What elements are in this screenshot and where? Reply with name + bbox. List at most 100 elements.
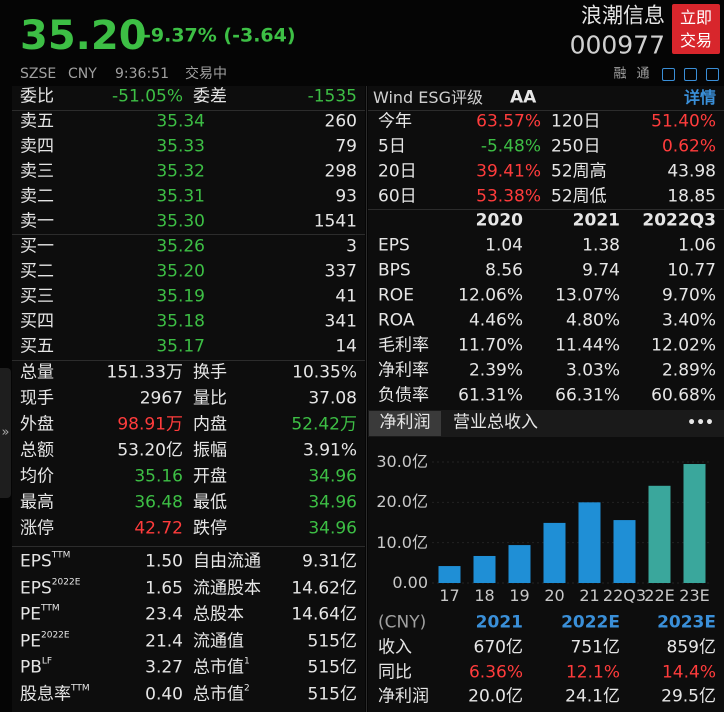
cell: 859亿 [666,637,716,658]
tab[interactable]: 净利润 [379,412,431,433]
field-value: 51.40% [651,111,716,132]
cell: 2.89% [661,360,716,381]
field-label: 跌停 [193,518,227,539]
cell: 1.06 [678,235,716,256]
x-tick-label: 19 [509,586,530,605]
tab[interactable]: 营业总收入 [453,412,538,433]
price: 35.20 [20,13,147,59]
y-tick-label: 30.0亿 [376,452,428,471]
field-label: 最高 [20,492,54,513]
toolbar-icon[interactable] [684,68,697,81]
cell: 2.39% [468,360,523,381]
ask-volume: 79 [335,136,357,157]
field-label: 股息率TTM [20,683,90,705]
field-value: -5.48% [480,136,541,157]
label-sup: 2022E [41,630,70,641]
bid-volume: 14 [335,336,357,357]
field-value: 35.16 [134,466,183,487]
field-value: 34.96 [308,492,357,513]
field-value: 14.64亿 [291,604,357,625]
label-sup: TTM [51,550,71,561]
field-value: 0.40 [145,684,183,705]
field-label: 均价 [20,466,54,487]
label-text: 流通值 [193,631,244,652]
label-sup: 2022E [51,577,81,588]
field-value: 98.91万 [117,414,183,435]
x-tick-label: 21 [579,586,600,605]
toolbar-icon[interactable] [706,68,719,81]
label-sup: TTM [71,683,90,694]
y-tick-label: 20.0亿 [376,492,428,512]
field-label: 自由流通 [193,553,261,571]
field-value: 34.96 [308,466,357,487]
ask-volume: 1541 [313,211,357,232]
field-value: 515亿 [307,657,357,678]
x-tick-label: 23E [679,586,710,605]
field-value: 39.41% [476,161,541,182]
field-label: 52周低 [551,186,607,207]
x-tick-label: 22E [644,586,675,605]
cell: 1.38 [582,235,620,256]
cell: 29.5亿 [661,686,716,707]
label-sup: 1 [244,656,250,667]
field-label: 振幅 [193,440,227,461]
bid-label: 买四 [20,311,54,332]
esg-link[interactable]: 详情 [683,88,716,107]
row-label: ROA [378,310,415,331]
field-label: 总量 [20,362,54,383]
field-value: 21.4 [145,631,183,652]
ask-price: 35.34 [156,111,205,132]
cell: 12.1% [565,662,620,682]
ask-price: 35.32 [156,161,205,182]
trade-button[interactable] [672,4,720,54]
cell: 3.40% [661,310,716,331]
label-text: PB [20,657,42,678]
row-label: 净利率 [378,360,429,381]
field-label: 总额 [20,440,54,461]
field-value: 151.33万 [106,362,183,383]
status-time: 9:36:51 [115,66,169,82]
bar [683,464,706,583]
field-label: 委差 [193,86,227,107]
ask-label: 卖三 [20,161,54,182]
row-label: 收入 [378,637,412,658]
field-value: 515亿 [307,684,357,705]
bar [613,520,636,583]
ask-price: 35.33 [156,136,205,157]
field-label: PBLF [20,656,53,678]
label-text: PE [20,631,41,652]
label-text: 股息率 [20,684,71,705]
field-label: PETTM [20,603,60,624]
y-tick-label: 10.0亿 [376,532,428,552]
cell: 61.31% [458,385,523,406]
trade-button-label[interactable]: 交易 [679,31,713,50]
field-value: 1.50 [145,551,183,572]
cell: 1.04 [485,235,523,256]
x-tick-label: 22Q3 [602,586,647,605]
badge[interactable]: 通 [636,66,650,82]
label-sup: LF [41,656,53,667]
field-value: 0.62% [661,136,716,157]
badge[interactable]: 融 [613,66,627,82]
cell: 6.36% [468,662,523,682]
field-value: 10.35% [292,362,357,383]
divider [12,234,365,235]
x-tick-label: 20 [544,586,565,605]
label-text: 总市值 [193,657,244,678]
cell: 10.77 [667,260,716,281]
label-sup: TTM [41,603,60,614]
more-menu[interactable]: ••• [687,415,714,431]
stock-name: 浪潮信息 [581,3,665,28]
status-state: 交易中 [185,66,227,82]
field-label: 20日 [378,161,417,182]
ask-label: 卖四 [20,136,54,157]
trade-button-label[interactable]: 立即 [679,8,713,27]
toolbar-icon[interactable] [662,68,675,81]
collapse-tab[interactable]: » [0,368,11,498]
cell: 20.0亿 [468,686,523,707]
cell: 8.56 [485,260,523,281]
field-label: 最低 [193,492,227,513]
divider [12,546,365,547]
esg-rating: AA [510,87,537,108]
